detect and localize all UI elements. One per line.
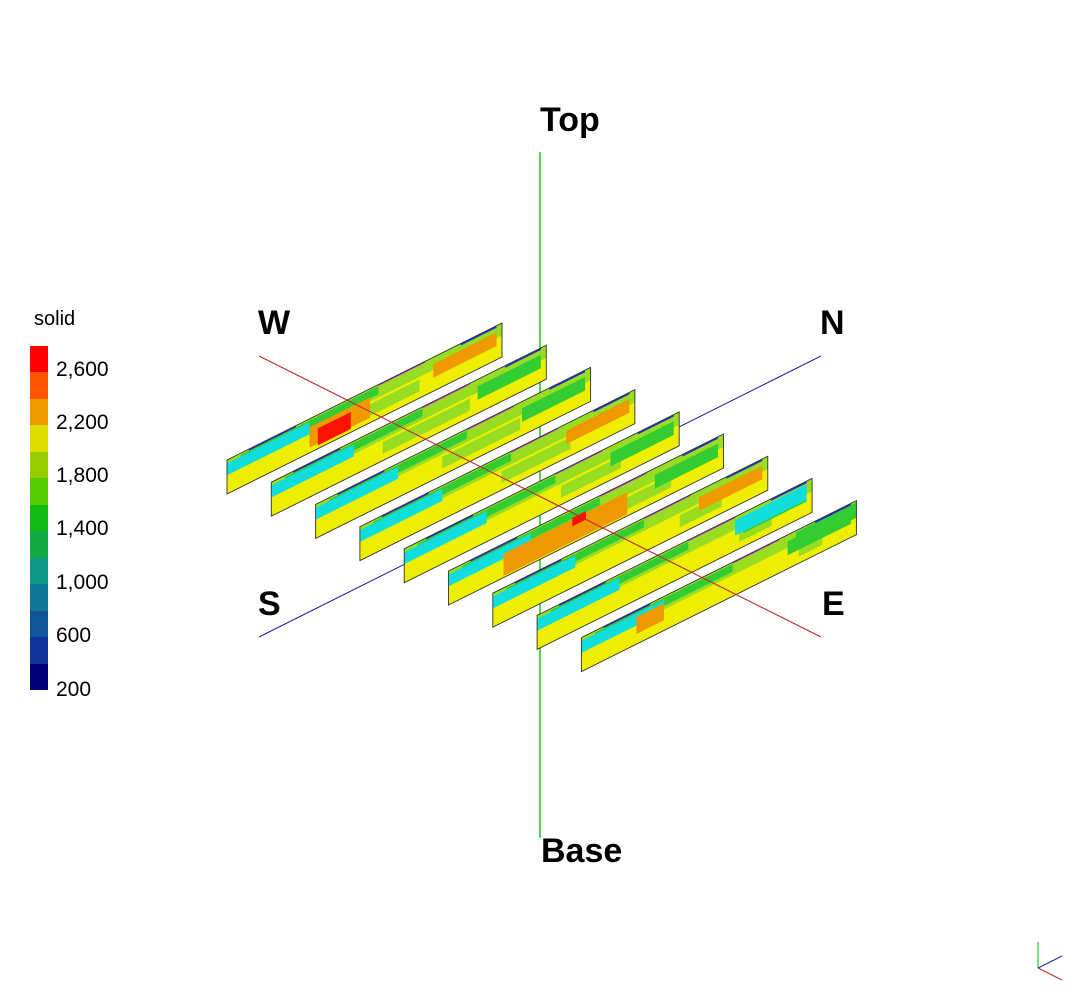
legend-tick: 1,400 <box>56 517 109 540</box>
legend-swatch <box>30 346 48 373</box>
legend-swatch <box>30 584 48 612</box>
legend-swatch <box>30 557 48 585</box>
legend-swatch <box>30 451 48 479</box>
orientation-gizmo-icon <box>1037 942 1063 981</box>
legend-tick: 200 <box>56 678 92 701</box>
slice-panel <box>403 411 680 584</box>
legend-swatch <box>30 398 48 426</box>
slice-panels <box>226 322 857 673</box>
legend-tick: 1,800 <box>56 464 109 487</box>
slice-panel <box>359 388 636 562</box>
legend-tick: 2,200 <box>56 411 109 434</box>
legend-swatch <box>30 478 48 506</box>
legend-swatch <box>30 663 48 691</box>
legend-tick: 600 <box>56 624 92 647</box>
label-east: E <box>822 585 845 623</box>
legend-color-bar <box>30 346 48 691</box>
legend-swatch <box>30 637 48 665</box>
legend-swatch <box>30 531 48 559</box>
legend-swatch <box>30 372 48 400</box>
legend-swatch <box>30 610 48 638</box>
legend-tick: 2,600 <box>56 358 109 381</box>
west-east-axis-line <box>258 355 822 638</box>
legend-swatch <box>30 425 48 453</box>
label-base: Base <box>541 832 622 870</box>
label-north: N <box>820 304 845 342</box>
legend-title: solid <box>34 308 76 330</box>
label-south: S <box>258 585 281 623</box>
color-legend: solid 2,600 2,200 1,800 1,400 1,000 600 … <box>30 308 170 708</box>
label-top: Top <box>540 101 600 139</box>
legend-tick: 1,000 <box>56 571 109 594</box>
legend-swatch <box>30 504 48 532</box>
label-west: W <box>258 304 291 342</box>
